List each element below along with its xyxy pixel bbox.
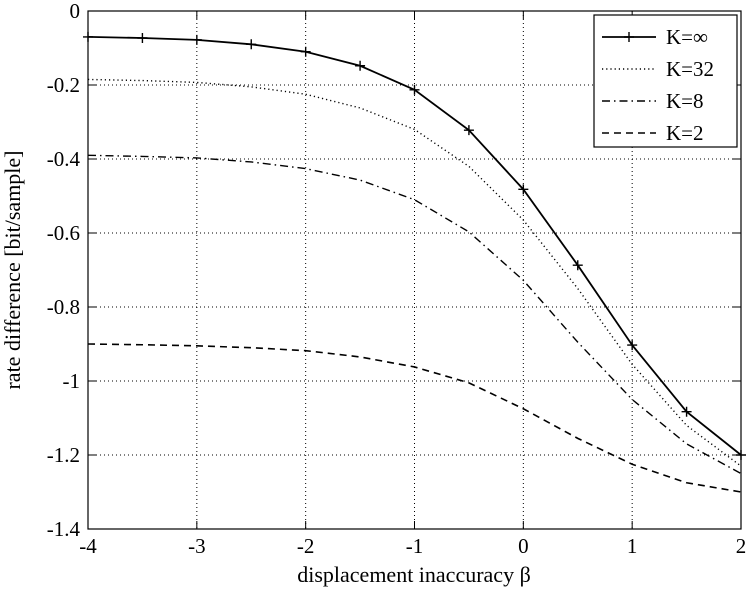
legend-label: K=2 <box>666 121 704 145</box>
y-tick-label: -1 <box>63 369 81 393</box>
x-tick-label: -3 <box>188 534 206 558</box>
x-tick-label: -4 <box>79 534 97 558</box>
x-tick-label: 1 <box>627 534 638 558</box>
data-point-marker <box>137 33 148 44</box>
x-tick-label: -1 <box>406 534 424 558</box>
data-point-marker <box>518 184 529 195</box>
x-axis-label: displacement inaccuracy β <box>297 562 531 587</box>
legend-label: K=8 <box>666 89 704 113</box>
legend-label: K=32 <box>666 57 714 81</box>
y-tick-label: 0 <box>70 0 81 23</box>
series-line-k2 <box>87 343 742 493</box>
y-tick-label: -0.2 <box>47 73 80 97</box>
legend: K=∞ K=32 K=8 K=2 <box>593 14 738 148</box>
x-tick-labels: -4 -3 -2 -1 0 1 2 <box>79 534 746 558</box>
series-line-k32 <box>87 78 742 467</box>
legend-label: K=∞ <box>666 25 708 49</box>
data-point-marker <box>463 125 474 136</box>
data-point-marker <box>409 84 420 95</box>
series-line-k8 <box>87 154 742 475</box>
x-tick-label: 2 <box>736 534 746 558</box>
y-tick-label: -0.6 <box>47 221 80 245</box>
y-axis-label: rate difference [bit/sample] <box>0 150 25 389</box>
data-point-marker <box>300 46 311 57</box>
axis-ticks <box>87 10 742 530</box>
y-tick-label: -1.4 <box>47 517 81 541</box>
data-point-marker <box>355 60 366 71</box>
data-point-marker <box>627 340 638 351</box>
data-point-marker <box>191 34 202 45</box>
data-point-marker <box>681 406 692 417</box>
series-lines <box>83 31 746 493</box>
y-tick-label: -1.2 <box>47 443 80 467</box>
legend-marker <box>624 32 634 42</box>
y-tick-label: -0.4 <box>47 147 81 171</box>
y-tick-label: -0.8 <box>47 295 80 319</box>
x-tick-label: -2 <box>297 534 315 558</box>
data-point-marker <box>246 39 257 50</box>
y-tick-labels: 0 -0.2 -0.4 -0.6 -0.8 -1 -1.2 -1.4 <box>47 0 81 541</box>
x-tick-label: 0 <box>518 534 529 558</box>
data-point-marker <box>572 260 583 271</box>
